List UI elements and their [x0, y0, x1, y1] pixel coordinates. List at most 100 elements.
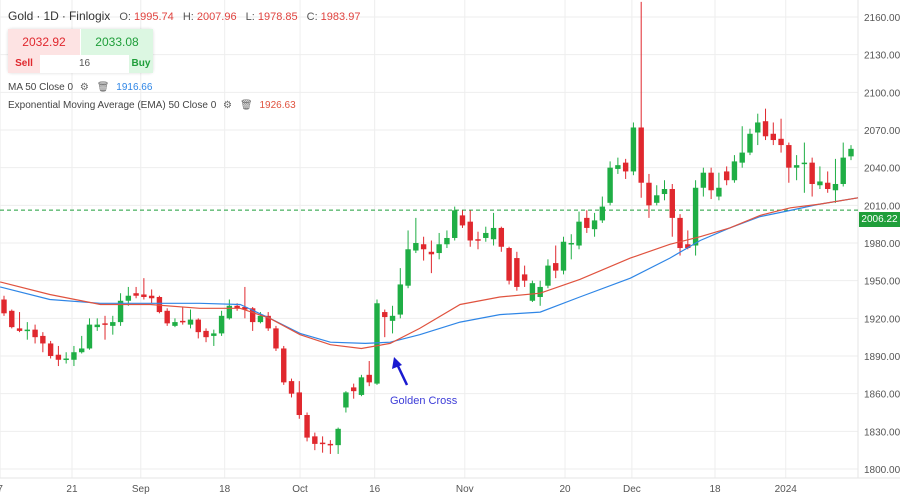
candle-body	[778, 138, 784, 146]
trade-widget: 2032.92 2033.08 Sell 16 Buy	[8, 29, 153, 73]
candle-body	[86, 324, 93, 349]
candle-body	[117, 300, 124, 323]
candle	[599, 196, 606, 223]
candle	[296, 381, 302, 419]
candle-body	[490, 227, 497, 240]
candle-body	[817, 181, 823, 186]
candle-body	[723, 171, 730, 181]
candle	[451, 206, 458, 241]
candle	[172, 318, 178, 328]
candle-body	[249, 308, 256, 323]
candle	[545, 259, 551, 289]
candle-body	[568, 243, 574, 245]
candle	[40, 332, 46, 353]
candle-body	[273, 328, 279, 349]
candle	[55, 345, 62, 367]
x-tick-label: 21	[66, 484, 78, 495]
candle-body	[654, 195, 660, 203]
gear-icon[interactable]: ⚙	[223, 100, 233, 111]
candle-body	[32, 329, 38, 338]
candle	[24, 322, 31, 340]
candle	[187, 309, 194, 329]
symbol-name: Gold	[8, 9, 34, 23]
candle	[467, 210, 473, 247]
candle-body	[615, 165, 621, 169]
open-value: 1995.74	[134, 11, 174, 23]
candle-body	[358, 377, 365, 395]
candle-body	[553, 263, 559, 271]
candle-body	[840, 157, 846, 184]
sell-price-button[interactable]: 2032.92	[8, 29, 80, 55]
candle	[560, 236, 567, 275]
candle	[141, 278, 147, 300]
candle	[288, 378, 295, 398]
candle-body	[16, 328, 23, 331]
candle	[117, 293, 124, 326]
candle-body	[809, 162, 815, 184]
candle	[281, 345, 287, 385]
trash-icon[interactable]: 🗑	[240, 100, 253, 111]
candle-body	[436, 244, 442, 254]
candle-body	[700, 172, 707, 188]
candle-body	[498, 227, 505, 247]
candle-body	[739, 152, 745, 163]
candle-body	[451, 210, 458, 238]
indicator-ema: Exponential Moving Average (EMA) 50 Clos…	[8, 100, 296, 111]
candle-body	[288, 381, 295, 394]
candle-body	[708, 172, 714, 191]
candle-body	[265, 315, 271, 329]
candle	[374, 299, 380, 385]
candle	[47, 340, 54, 359]
candle	[63, 352, 69, 364]
candle-body	[428, 251, 435, 255]
candle	[218, 310, 225, 336]
candle	[366, 361, 372, 387]
candle	[708, 167, 714, 200]
candle-body	[607, 167, 613, 203]
y-tick-label: 1890.00	[864, 352, 900, 363]
candle-body	[312, 436, 318, 444]
data-source: Finlogix	[68, 9, 111, 23]
candle	[459, 210, 466, 228]
y-tick-label: 2160.00	[864, 13, 900, 24]
candle-body	[545, 265, 551, 286]
candle	[102, 315, 108, 340]
candle-body	[786, 145, 792, 168]
y-tick-label: 2010.00	[864, 201, 900, 212]
candle-body	[24, 329, 31, 332]
candle-body	[576, 221, 582, 246]
y-tick-label: 1920.00	[864, 314, 900, 325]
candle-body	[226, 305, 233, 319]
candle-body	[630, 127, 637, 172]
candle-body	[211, 333, 217, 336]
y-tick-label: 2040.00	[864, 164, 900, 175]
candle-body	[133, 293, 139, 296]
candle-body	[599, 206, 606, 221]
candle	[397, 268, 404, 319]
candle-body	[413, 243, 419, 251]
candle	[273, 325, 279, 351]
y-tick-label: 1980.00	[864, 239, 900, 250]
candle	[125, 286, 132, 306]
candle	[622, 158, 629, 179]
buy-button[interactable]: Buy	[129, 55, 153, 73]
series-line-ema-50	[0, 197, 859, 350]
candle-body	[257, 315, 264, 323]
quantity-input[interactable]: 16	[78, 58, 91, 69]
trash-icon[interactable]: 🗑	[96, 82, 110, 93]
candle	[638, 1, 644, 198]
candle	[677, 214, 683, 256]
y-tick-label: 2100.00	[864, 88, 900, 99]
buy-price-button[interactable]: 2033.08	[81, 29, 153, 55]
x-tick-label: 2024	[775, 484, 798, 495]
candle	[840, 142, 846, 187]
timeframe[interactable]: 1D	[43, 9, 59, 23]
candle	[514, 251, 520, 291]
candle-body	[180, 320, 186, 323]
sell-button[interactable]: Sell	[8, 55, 40, 73]
candle	[319, 436, 326, 453]
x-tick-label: Sep	[132, 484, 150, 495]
gear-icon[interactable]: ⚙	[79, 82, 89, 93]
candle	[786, 142, 792, 183]
